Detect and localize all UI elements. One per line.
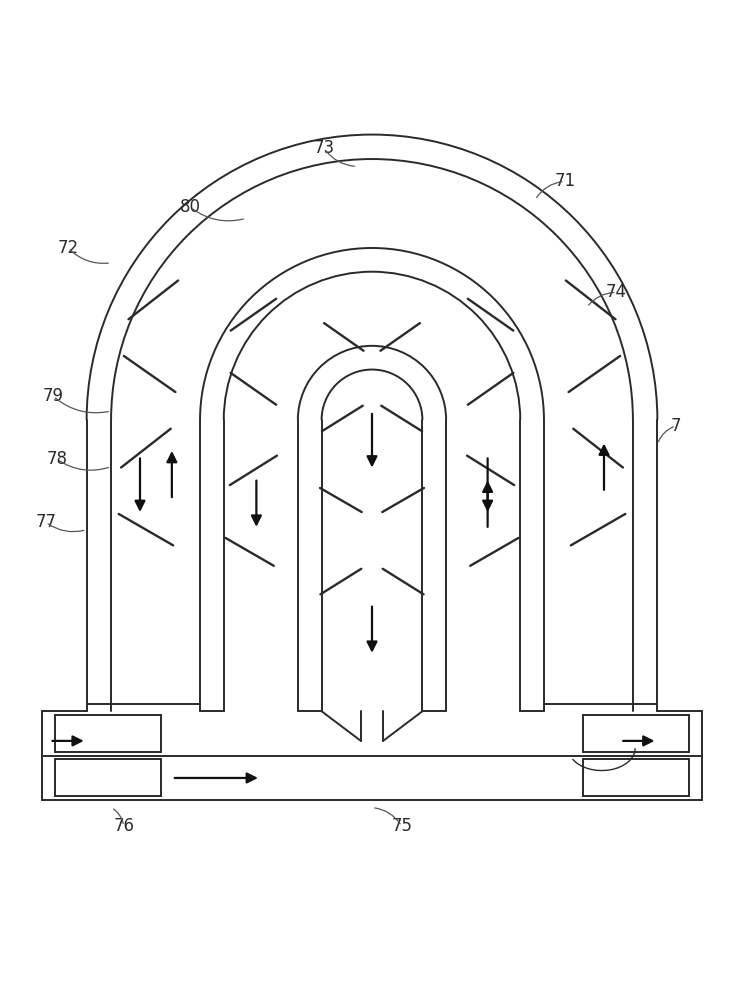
Text: 74: 74: [606, 283, 627, 301]
Text: 73: 73: [313, 139, 334, 157]
Text: 79: 79: [42, 387, 64, 405]
Text: 75: 75: [391, 817, 412, 835]
Text: 77: 77: [36, 513, 57, 531]
Text: 76: 76: [113, 817, 134, 835]
Text: 7: 7: [670, 417, 682, 435]
Text: 71: 71: [554, 172, 575, 190]
Text: 72: 72: [57, 239, 79, 257]
Text: 78: 78: [46, 450, 68, 468]
Text: 80: 80: [180, 198, 201, 216]
